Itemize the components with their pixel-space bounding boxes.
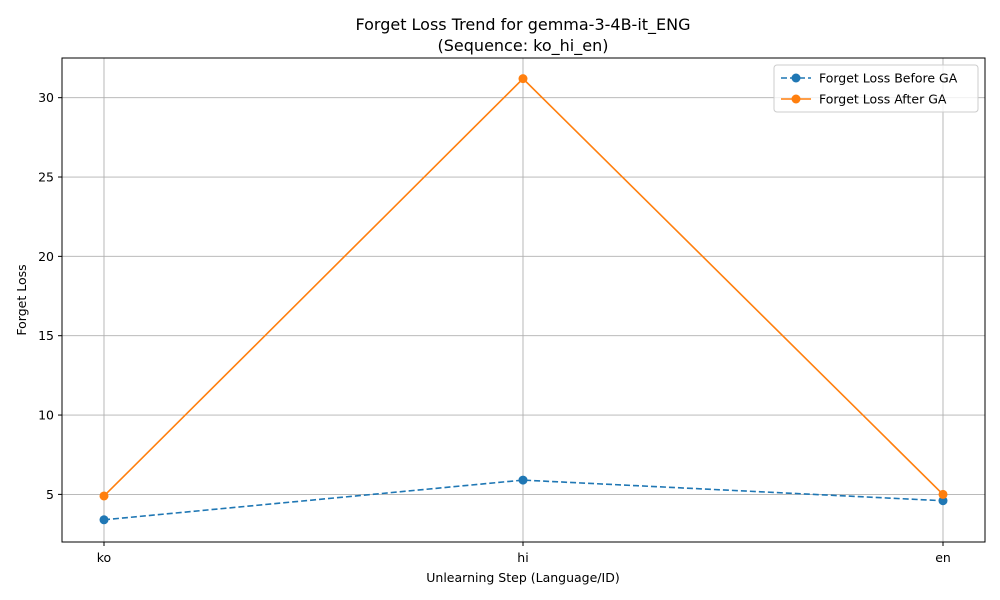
y-axis-ticks: 5 10 15 20 25 30 [38, 90, 62, 502]
data-point-after-ga-hi [518, 74, 528, 84]
x-tick-label: en [935, 550, 951, 565]
data-point-before-ga-en [938, 496, 948, 506]
x-axis-ticks: ko hi en [97, 542, 951, 565]
series-line-after-ga [103, 77, 944, 497]
legend: Forget Loss Before GA Forget Loss After G… [773, 64, 979, 113]
x-axis-label: Unlearning Step (Language/ID) [426, 570, 619, 585]
y-tick-label: 30 [38, 90, 54, 105]
series-line-before-ga [103, 479, 944, 521]
x-tick-label: ko [97, 550, 111, 565]
grid-lines [62, 58, 985, 542]
y-tick-label: 5 [46, 487, 54, 502]
y-axis-label: Forget Loss [14, 264, 29, 335]
legend-box [773, 64, 979, 113]
legend-swatch-marker [791, 73, 801, 83]
y-tick-label: 25 [38, 170, 54, 185]
y-tick-label: 10 [38, 408, 54, 423]
chart-title-line-2: (Sequence: ko_hi_en) [438, 36, 609, 56]
y-tick-label: 15 [38, 328, 54, 343]
series-layer [99, 74, 948, 525]
plot-area-frame [61, 57, 986, 543]
data-point-after-ga-en [938, 489, 948, 499]
y-tick-label: 20 [38, 249, 54, 264]
data-point-before-ga-ko [99, 515, 109, 525]
legend-entry-label: Forget Loss After GA [819, 92, 947, 107]
data-point-after-ga-ko [99, 491, 109, 501]
data-point-before-ga-hi [518, 475, 528, 485]
chart-title-line-1: Forget Loss Trend for gemma-3-4B-it_ENG [355, 15, 690, 35]
x-tick-label: hi [517, 550, 528, 565]
legend-entry-label: Forget Loss Before GA [819, 71, 958, 86]
legend-swatch-marker [791, 94, 801, 104]
